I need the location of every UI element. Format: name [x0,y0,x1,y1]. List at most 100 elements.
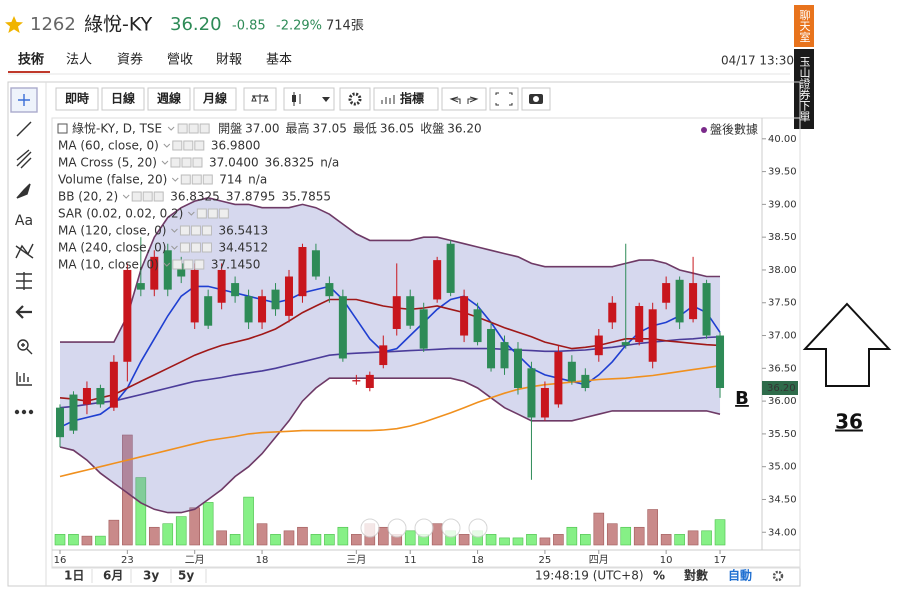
candle-icon-body [292,95,296,102]
tab[interactable]: 基本 [266,53,292,68]
volume-bar [580,534,591,546]
y-tick-label: 37.50 [768,298,797,309]
legend-icon[interactable] [202,174,213,185]
chat-button[interactable] [794,5,814,47]
legend-icon[interactable] [179,225,190,236]
brush-tool[interactable] [16,183,31,199]
range-button[interactable]: 5y [178,569,194,583]
legend-icon[interactable] [177,123,188,134]
range-button[interactable]: 6月 [103,569,123,583]
legend-icon[interactable] [199,123,210,134]
fullscreen-button[interactable] [489,87,519,111]
line-tool[interactable] [16,121,32,137]
ohlc-value: 36.20 [447,122,481,136]
zoom-control[interactable] [441,518,461,538]
favorite-star[interactable] [5,16,23,33]
axis-settings[interactable] [772,570,784,582]
collapse-icon[interactable] [57,123,68,134]
chart-style-button[interactable] [283,87,335,111]
remove-tool[interactable] [15,305,32,319]
y-tick-label: 39.00 [768,199,797,210]
legend-icon[interactable] [194,259,205,270]
volume-bar [135,477,147,546]
zoom-control[interactable] [360,518,380,538]
legend-icon[interactable] [196,208,207,219]
candle-body [608,302,617,323]
zoom-control[interactable] [414,518,434,538]
legend-icon[interactable] [172,259,183,270]
log-toggle[interactable]: 對數 [684,568,708,583]
volume-bar [606,523,618,546]
period-button[interactable] [55,87,99,111]
x-tick-label: 二月 [185,554,205,566]
legend-icon[interactable] [194,140,205,151]
legend-icon[interactable] [142,191,153,202]
candle-body [177,263,186,277]
stock-name: 綠悅-KY [84,14,153,36]
period-button[interactable] [101,87,145,111]
legend-icon[interactable] [153,191,164,202]
indicator-line [59,364,721,478]
ohlc-value: 36.05 [380,122,414,136]
range-button[interactable]: 1日 [64,569,84,583]
candle-body [190,269,199,323]
more-dot[interactable] [28,409,34,415]
legend-icon[interactable] [172,140,183,151]
legend-icon[interactable] [190,225,201,236]
ruler-tool[interactable] [16,372,32,386]
legend-icon[interactable] [131,191,142,202]
zoom-control[interactable] [468,518,488,538]
legend-icon[interactable] [192,157,203,168]
legend-icon[interactable] [183,259,194,270]
legend-icon[interactable] [180,174,191,185]
auto-toggle[interactable]: 自動 [728,568,752,583]
candle-body [365,374,374,388]
legend: 綠悅-KY, D, TSE 開盤 37.00 最高 37.05 最低 36.05 收盤 36.2… [57,121,482,272]
pattern-tool[interactable] [15,243,34,259]
session-legend: 盤後數據 [710,123,758,137]
indicators-icon [381,95,395,104]
legend-icon[interactable] [188,123,199,134]
tab[interactable]: 法人 [66,53,92,68]
zoom-control[interactable] [387,518,407,538]
candle-body [82,387,91,405]
tab[interactable]: 資券 [117,52,143,68]
legend-icon[interactable] [201,242,212,253]
order-button[interactable] [794,49,814,129]
legend-icon[interactable] [201,225,212,236]
legend-icon[interactable] [218,208,229,219]
zoom-tool[interactable] [17,339,29,351]
candle-body [298,247,307,297]
candle-body [258,296,267,323]
fib-tool[interactable] [16,149,32,169]
more-dot[interactable] [14,409,20,415]
legend-icon[interactable] [191,174,202,185]
volume-bar [68,534,79,546]
percent-toggle[interactable]: % [653,569,665,583]
settings-icon [348,92,362,106]
last-price-label: 36.20 [767,383,796,394]
settings-button[interactable] [339,87,371,111]
volume-bar [593,512,605,546]
legend-icon[interactable] [181,157,192,168]
up-arrow [802,302,892,387]
chart: 40.00 39.50 39.00 38.50 38.00 37.50 37.00 36.50… [54,121,798,566]
indicators-button[interactable] [373,87,439,111]
legend-icon[interactable] [207,208,218,219]
ohlc-value: 37.00 [245,122,279,136]
undo-redo[interactable] [441,87,487,111]
period-button[interactable] [147,87,191,111]
legend-icon[interactable] [190,242,201,253]
period-button[interactable] [193,87,237,111]
more-dot[interactable] [21,409,27,415]
measure-tool[interactable] [16,272,32,290]
legend-icon[interactable] [170,157,181,168]
tab[interactable]: 財報 [216,53,242,68]
tab[interactable]: 技術 [18,52,44,68]
legend-icon[interactable] [179,242,190,253]
volume-bar [377,526,389,546]
text-tool[interactable]: Aa [15,213,33,229]
tab[interactable]: 營收 [167,53,193,68]
legend-icon[interactable] [183,140,194,151]
range-button[interactable]: 3y [143,569,159,583]
